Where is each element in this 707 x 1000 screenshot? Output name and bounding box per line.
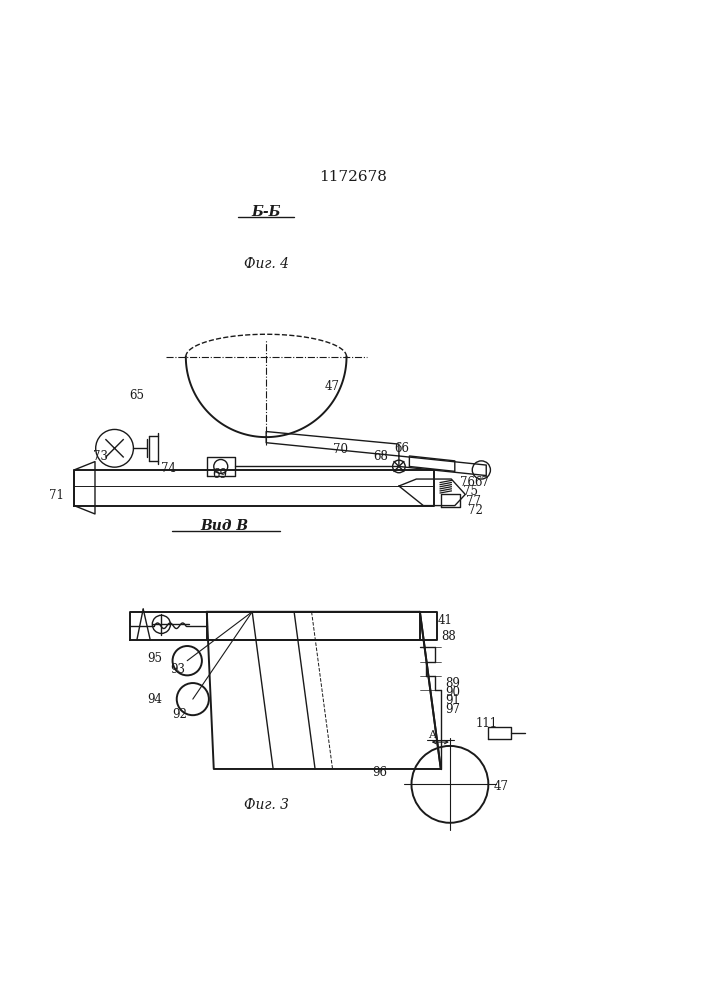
Text: 92: 92 [172, 708, 187, 721]
Text: 68: 68 [373, 450, 388, 463]
Text: 73: 73 [93, 450, 107, 463]
Text: 69: 69 [212, 468, 228, 481]
Text: A: A [428, 730, 436, 740]
Text: 41: 41 [438, 614, 452, 627]
Text: 71: 71 [49, 489, 64, 502]
Text: 93: 93 [170, 663, 185, 676]
Text: 76: 76 [460, 476, 475, 489]
Text: 65: 65 [129, 389, 144, 402]
Text: 97: 97 [445, 703, 461, 716]
Text: 66: 66 [394, 442, 409, 455]
Text: 67: 67 [474, 476, 489, 489]
Text: 47: 47 [324, 380, 339, 393]
Text: 90: 90 [445, 686, 461, 699]
Text: Вид В: Вид В [200, 519, 248, 533]
Text: Б-Б: Б-Б [252, 205, 281, 219]
Text: 77: 77 [466, 495, 481, 508]
Text: 96: 96 [373, 766, 387, 779]
Text: 88: 88 [441, 630, 455, 643]
Text: 91: 91 [445, 694, 460, 707]
Text: Фиг. 4: Фиг. 4 [244, 257, 288, 271]
Text: Фиг. 3: Фиг. 3 [244, 798, 288, 812]
Text: 94: 94 [147, 693, 163, 706]
Text: 75: 75 [463, 485, 478, 498]
Text: 89: 89 [445, 677, 460, 690]
Text: 72: 72 [468, 504, 483, 517]
Text: 74: 74 [161, 462, 176, 475]
Text: 47: 47 [493, 780, 508, 793]
Text: 1172678: 1172678 [320, 170, 387, 184]
Text: 95: 95 [147, 652, 163, 665]
Text: 70: 70 [332, 443, 348, 456]
Text: 111: 111 [476, 717, 498, 730]
